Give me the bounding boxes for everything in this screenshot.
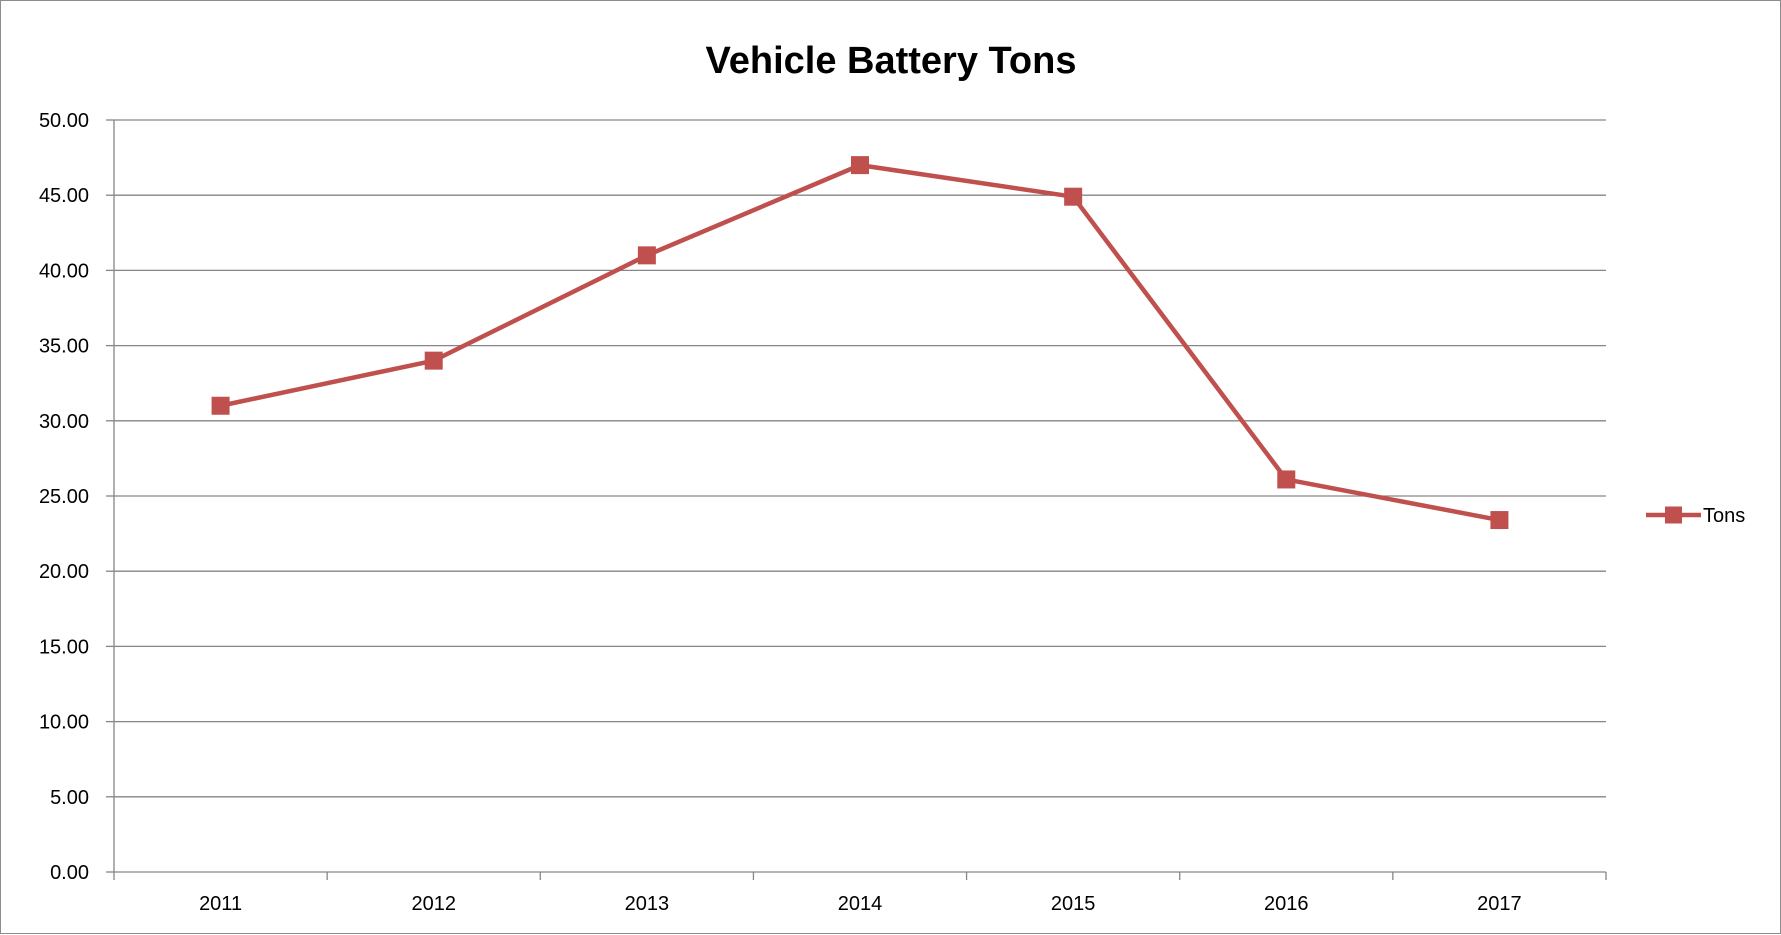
x-tick-labels: 2011 2012 2013 2014 2015 2016 2017 [199, 893, 1522, 915]
y-tick-label: 45.00 [39, 185, 89, 207]
y-tick-label: 35.00 [39, 336, 89, 358]
x-tick-label: 2014 [838, 893, 883, 915]
legend: Tons [1646, 505, 1745, 527]
y-tick-label: 40.00 [39, 260, 89, 282]
x-tick-label: 2012 [411, 893, 456, 915]
x-tick-label: 2017 [1477, 893, 1522, 915]
data-point-marker [1277, 470, 1296, 489]
x-tick-label: 2013 [625, 893, 670, 915]
data-point-marker [851, 156, 869, 175]
series-layer [211, 156, 1509, 530]
data-point-marker [637, 246, 656, 265]
y-tick-label: 20.00 [39, 561, 89, 583]
data-point-marker [1490, 511, 1509, 530]
y-tick-label: 30.00 [39, 411, 89, 433]
y-tick-label: 50.00 [39, 110, 89, 132]
data-point-marker [211, 396, 230, 415]
x-tick-label: 2015 [1051, 893, 1096, 915]
legend-marker [1665, 506, 1682, 524]
data-point-marker [424, 351, 443, 370]
y-tick-label: 0.00 [50, 862, 89, 884]
y-tick-label: 5.00 [50, 787, 89, 809]
x-tick-label: 2016 [1264, 893, 1309, 915]
series-line-tons [220, 162, 1500, 523]
x-tick-label: 2011 [199, 893, 242, 915]
legend-label: Tons [1703, 505, 1745, 527]
y-tick-labels: 0.00 5.00 10.00 15.00 20.00 25.00 30.00 35.00 40… [39, 110, 89, 884]
chart-title: Vehicle Battery Tons [706, 40, 1077, 82]
gridlines [114, 119, 1606, 798]
y-tick-label: 10.00 [39, 712, 89, 734]
y-tick-label: 25.00 [39, 486, 89, 508]
data-point-marker [1064, 187, 1083, 206]
y-tick-label: 15.00 [39, 636, 89, 658]
axes [106, 119, 1607, 880]
